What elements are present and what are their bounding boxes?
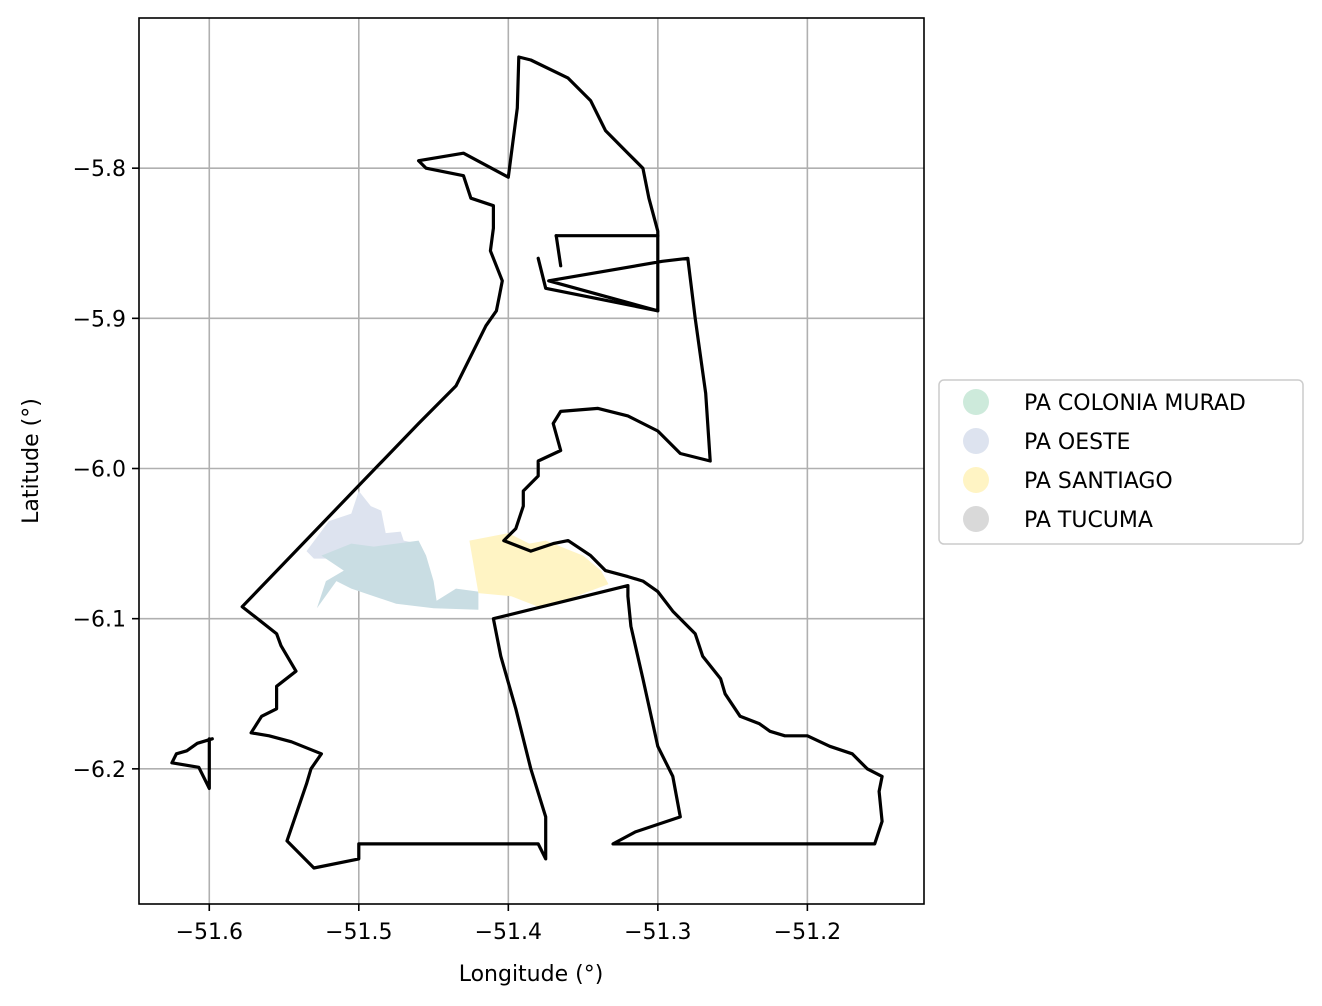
legend-frame	[938, 379, 1304, 545]
x-tick-label: −51.3	[624, 920, 691, 945]
x-axis-label: Longitude (°)	[459, 962, 604, 987]
legend-marker	[963, 428, 989, 454]
legend-label: PA TUCUMA	[1024, 508, 1153, 533]
region-pa-santiago	[469, 533, 609, 607]
region-pa-tucuma	[316, 540, 479, 610]
legend-label: PA SANTIAGO	[1024, 469, 1173, 494]
y-tick-label: −6.2	[73, 758, 126, 783]
legend-marker	[963, 389, 989, 415]
x-tick-label: −51.5	[325, 920, 392, 945]
x-tick-label: −51.6	[176, 920, 243, 945]
legend-items: PA COLONIA MURAD PA OESTE PA SANTIAGO PA TU…	[963, 389, 1246, 533]
legend: PA COLONIA MURAD PA OESTE PA SANTIAGO PA TU…	[938, 379, 1304, 545]
x-axis-ticks: −51.6 −51.5 −51.4 −51.3 −51.2	[176, 904, 841, 945]
legend-marker	[963, 467, 989, 493]
y-tick-label: −5.9	[73, 307, 126, 332]
boundaries-layer	[170, 55, 884, 870]
region-pa-oeste	[306, 491, 419, 559]
y-tick-label: −6.1	[73, 608, 126, 633]
regions-layer	[306, 491, 609, 610]
legend-label: PA COLONIA MURAD	[1024, 391, 1246, 416]
y-axis-ticks: −5.8 −5.9 −6.0 −6.1 −6.2	[73, 157, 139, 783]
y-axis-label: Latitude (°)	[19, 398, 44, 524]
boundary-line-2	[170, 737, 214, 791]
axes-frame	[138, 17, 925, 905]
axes-background	[139, 18, 924, 904]
legend-label: PA OESTE	[1024, 430, 1130, 455]
grid-lines	[139, 18, 924, 904]
plot-area	[138, 17, 925, 905]
x-tick-label: −51.4	[475, 920, 542, 945]
y-tick-label: −6.0	[73, 458, 126, 483]
y-tick-label: −5.8	[73, 157, 126, 182]
boundary-line-5	[554, 234, 563, 268]
boundary-line-1	[240, 55, 884, 870]
legend-marker	[963, 506, 989, 532]
boundary-line-4	[536, 256, 660, 313]
x-tick-label: −51.2	[774, 920, 841, 945]
